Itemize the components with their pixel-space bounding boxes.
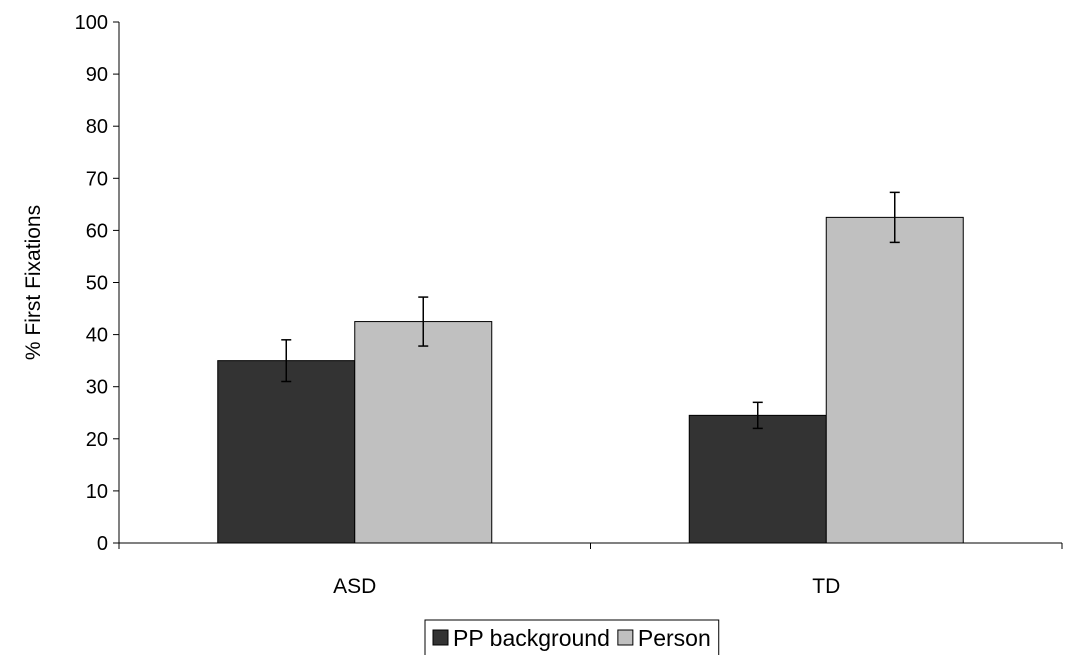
bar-person-asd (354, 321, 493, 544)
bar-pp-background-td (688, 414, 827, 544)
y-tick-label: 30 (86, 377, 108, 399)
legend-swatch (432, 629, 449, 646)
bar-person-td (825, 216, 964, 544)
y-tick-label: 20 (86, 429, 108, 451)
x-category-label: ASD (333, 575, 376, 598)
y-tick-label: 50 (86, 273, 108, 295)
y-tick-label: 0 (97, 533, 108, 555)
y-tick-label: 10 (86, 481, 108, 503)
x-category-label: TD (812, 575, 840, 598)
y-tick-label: 40 (86, 325, 108, 347)
y-tick-label: 90 (86, 64, 108, 86)
y-tick-label: 70 (86, 168, 108, 190)
legend-label: PP background (453, 625, 610, 651)
y-axis-title: % First Fixations (22, 205, 45, 360)
bar-pp-background-asd (217, 360, 356, 544)
y-tick-label: 80 (86, 116, 108, 138)
y-tick-label: 60 (86, 220, 108, 242)
legend-label: Person (638, 625, 711, 651)
y-tick-label: 100 (75, 12, 108, 34)
legend-box (424, 619, 720, 655)
legend-swatch (617, 629, 634, 646)
